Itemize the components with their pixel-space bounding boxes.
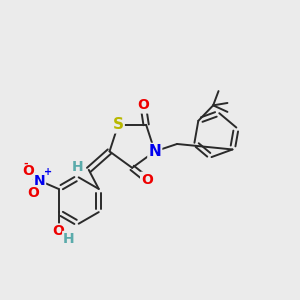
Text: +: +: [44, 167, 52, 177]
Text: O: O: [53, 224, 64, 239]
Text: N: N: [148, 144, 161, 159]
Text: S: S: [113, 117, 124, 132]
Text: O: O: [141, 173, 153, 187]
Text: O: O: [27, 186, 39, 200]
Text: O: O: [137, 98, 149, 112]
Text: H: H: [63, 232, 75, 246]
Text: -: -: [23, 158, 28, 168]
Text: O: O: [22, 164, 34, 178]
Text: N: N: [34, 174, 45, 188]
Text: H: H: [72, 160, 83, 174]
